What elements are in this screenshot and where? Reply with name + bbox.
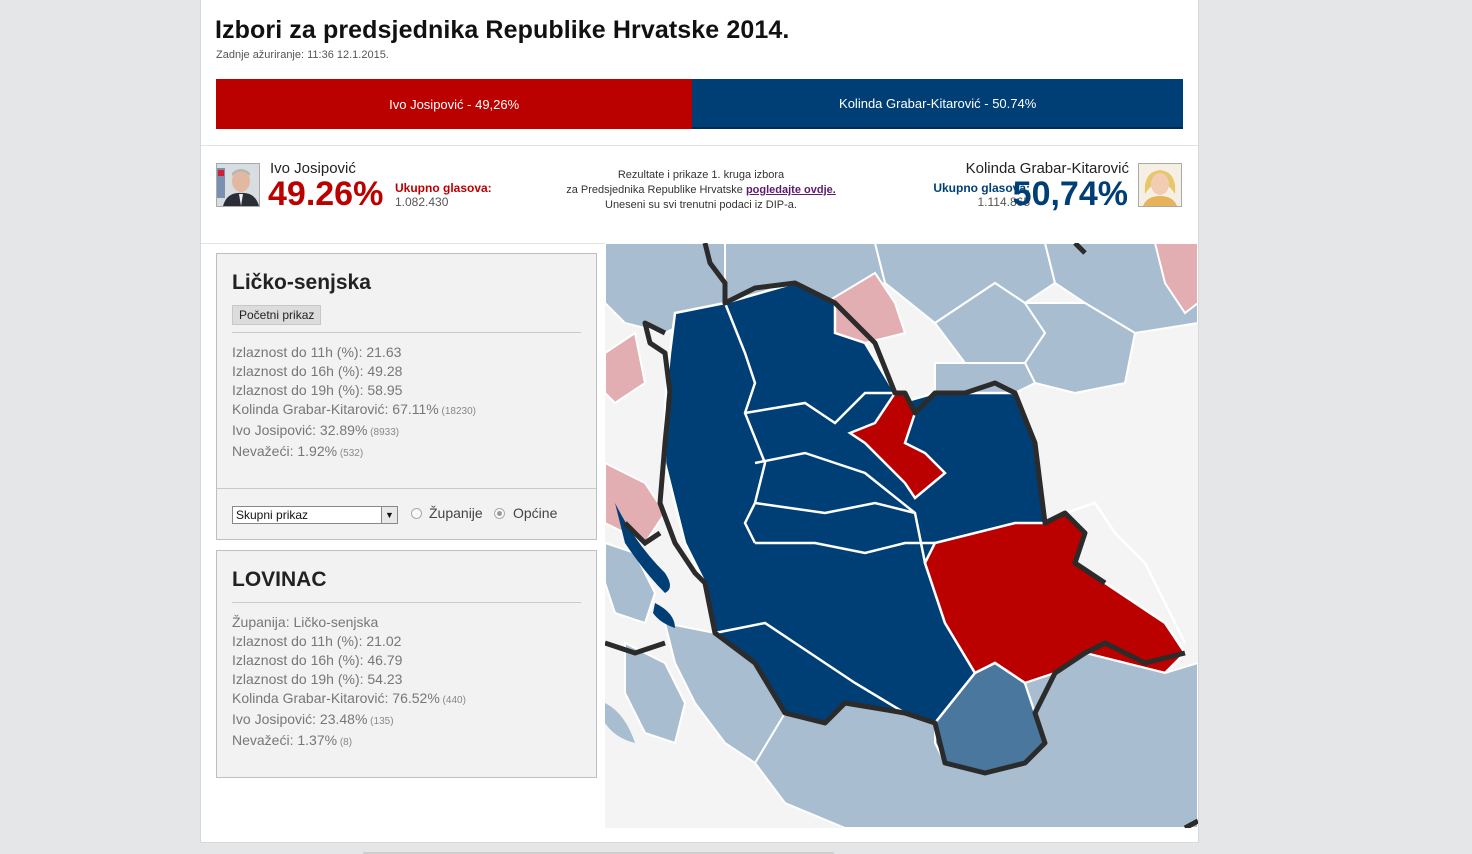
grabar-kitarovic-percent: 50,74% xyxy=(1012,175,1128,213)
municipality-stats: Županija: Ličko-senjska Izlaznost do 11h … xyxy=(232,613,466,752)
municipality-stat-row: Kolinda Grabar-Kitarović: 76.52% (440) xyxy=(232,689,466,710)
grabar-kitarovic-name: Kolinda Grabar-Kitarović xyxy=(965,160,1129,177)
josipovic-votes: 1.082.430 xyxy=(395,195,449,209)
municipality-stat-row: Županija: Ličko-senjska xyxy=(232,613,466,632)
municipality-stat-label: Ivo Josipović: 23.48% xyxy=(232,711,368,727)
municipality-stat-label: Kolinda Grabar-Kitarović: 76.52% xyxy=(232,690,440,706)
county-stats: Izlaznost do 11h (%): 21.63 Izlaznost do … xyxy=(232,343,476,463)
county-divider xyxy=(232,332,581,333)
municipality-stat-row: Izlaznost do 11h (%): 21.02 xyxy=(232,632,466,651)
municipality-stat-row: Ivo Josipović: 23.48% (135) xyxy=(232,710,466,731)
josipovic-name: Ivo Josipović xyxy=(270,160,356,177)
municipality-stat-row: Nevažeći: 1.37% (8) xyxy=(232,731,466,752)
note-line-2: za Predsjednika Republike Hrvatske pogle… xyxy=(531,183,871,198)
county-stat-count: (8933) xyxy=(367,427,400,438)
view-select[interactable]: Skupni prikaz ▼ xyxy=(232,506,398,524)
last-updated: Zadnje ažuriranje: 11:36 12.1.2015. xyxy=(216,49,389,61)
county-stat-label: Izlaznost do 11h (%): 21.63 xyxy=(232,344,402,360)
josipovic-avatar xyxy=(216,163,260,207)
result-bar: Ivo Josipović - 49,26% Kolinda Grabar-Ki… xyxy=(216,79,1183,129)
county-panel: Ličko-senjska Početni prikaz Izlaznost d… xyxy=(216,253,597,540)
result-bar-josipovic: Ivo Josipović - 49,26% xyxy=(216,79,693,129)
county-stat-row: Ivo Josipović: 32.89% (8933) xyxy=(232,421,476,442)
radio-municipalities-label[interactable]: Općine xyxy=(513,505,558,521)
municipality-stat-label: Nevažeći: 1.37% xyxy=(232,732,338,748)
josipovic-percent: 49.26% xyxy=(268,175,384,213)
municipality-stat-label: Izlaznost do 19h (%): 54.23 xyxy=(232,671,403,687)
municipality-stat-label: Izlaznost do 11h (%): 21.02 xyxy=(232,633,402,649)
county-stat-row: Izlaznost do 11h (%): 21.63 xyxy=(232,343,476,362)
chevron-down-icon[interactable]: ▼ xyxy=(381,507,397,523)
bottom-strip xyxy=(363,852,834,854)
view-select-value: Skupni prikaz xyxy=(236,508,309,522)
county-stat-count: (18230) xyxy=(438,406,476,417)
result-bar-grabar-kitarovic: Kolinda Grabar-Kitarović - 50.74% xyxy=(692,79,1183,129)
county-stat-label: Izlaznost do 16h (%): 49.28 xyxy=(232,363,403,379)
municipality-stat-count: (8) xyxy=(337,737,353,748)
municipality-title: LOVINAC xyxy=(232,568,327,591)
first-round-link[interactable]: pogledajte ovdje. xyxy=(745,184,836,196)
county-stat-row: Kolinda Grabar-Kitarović: 67.11% (18230) xyxy=(232,400,476,421)
grabar-kitarovic-avatar xyxy=(1138,163,1182,207)
note-line-1: Rezultate i prikaze 1. kruga izbora xyxy=(617,169,785,181)
reset-view-button[interactable]: Početni prikaz xyxy=(232,305,322,325)
note-line-2-text: za Predsjednika Republike Hrvatske xyxy=(566,184,746,196)
grabar-kitarovic-votes: 1.114.865 xyxy=(977,195,1031,209)
municipality-stat-count: (440) xyxy=(439,695,466,706)
municipality-stat-label: Županija: Ličko-senjska xyxy=(232,614,379,630)
county-stat-label: Izlaznost do 19h (%): 58.95 xyxy=(232,382,403,398)
radio-counties-label[interactable]: Županije xyxy=(429,505,483,521)
first-round-note: Rezultate i prikaze 1. kruga izbora za P… xyxy=(531,168,871,213)
grabar-kitarovic-votes-label: Ukupno glasova: xyxy=(933,181,1030,195)
view-controls: Skupni prikaz ▼ Županije Općine xyxy=(217,488,596,540)
election-map[interactable] xyxy=(605,243,1198,828)
note-line-3: Uneseni su svi trenutni podaci iz DIP-a. xyxy=(605,199,797,211)
county-stat-label: Nevažeći: 1.92% xyxy=(232,443,338,459)
election-page: Izbori za predsjednika Republike Hrvatsk… xyxy=(200,0,1199,843)
county-stat-label: Kolinda Grabar-Kitarović: 67.11% xyxy=(232,401,439,417)
radio-municipalities[interactable] xyxy=(494,508,505,519)
municipality-divider xyxy=(232,602,581,603)
county-stat-count: (532) xyxy=(337,448,364,459)
county-stat-row: Izlaznost do 16h (%): 49.28 xyxy=(232,362,476,381)
county-stat-label: Ivo Josipović: 32.89% xyxy=(232,422,368,438)
candidates-summary: Ivo Josipović 49.26% Ukupno glasova: 1.0… xyxy=(201,145,1198,244)
municipality-panel: LOVINAC Županija: Ličko-senjska Izlaznost… xyxy=(216,550,597,778)
municipality-stat-label: Izlaznost do 16h (%): 46.79 xyxy=(232,652,403,668)
county-stat-row: Izlaznost do 19h (%): 58.95 xyxy=(232,381,476,400)
page-title: Izbori za predsjednika Republike Hrvatsk… xyxy=(215,16,790,44)
josipovic-votes-label: Ukupno glasova: xyxy=(395,181,492,195)
map-svg[interactable] xyxy=(605,243,1198,828)
county-stat-row: Nevažeći: 1.92% (532) xyxy=(232,442,476,463)
municipality-stat-count: (135) xyxy=(367,716,394,727)
radio-counties[interactable] xyxy=(411,508,422,519)
municipality-stat-row: Izlaznost do 19h (%): 54.23 xyxy=(232,670,466,689)
municipality-stat-row: Izlaznost do 16h (%): 46.79 xyxy=(232,651,466,670)
county-title: Ličko-senjska xyxy=(232,271,371,294)
